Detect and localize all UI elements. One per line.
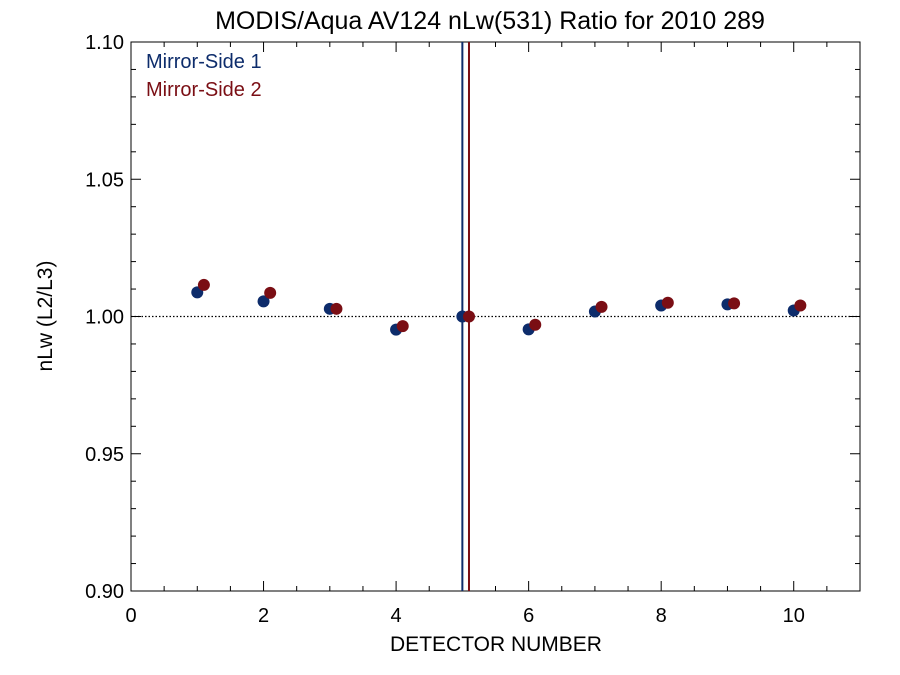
x-tick-label: 6 [523,605,534,627]
y-tick-label: 1.00 [85,307,124,329]
data-point-series-2 [462,310,475,323]
data-point-series-2 [529,318,542,331]
y-tick-label: 1.05 [85,169,124,191]
data-point-series-2 [728,297,741,310]
plot-area: 0 2 4 6 8 10 0.90 0.95 1.00 1.05 1.10 [85,32,861,627]
data-point-series-2 [396,320,409,333]
legend: Mirror-Side 1 Mirror-Side 2 [146,51,262,101]
x-tick-label: 4 [391,605,402,627]
legend-entry-mirror-side-1: Mirror-Side 1 [146,51,262,73]
data-point-series-1 [257,295,270,308]
x-tick-label: 2 [258,605,269,627]
x-tick-label: 0 [125,605,136,627]
data-point-series-2 [794,299,807,312]
y-tick-label: 0.95 [85,444,124,466]
data-point-series-2 [197,278,210,291]
legend-entry-mirror-side-2: Mirror-Side 2 [146,79,262,101]
data-point-series-2 [264,286,277,299]
y-axis-label: nLw (L2/L3) [34,261,57,372]
x-tick-label: 8 [656,605,667,627]
y-tick-label: 1.10 [85,32,124,54]
x-axis-label: DETECTOR NUMBER [390,633,602,656]
x-tick-label: 10 [783,605,805,627]
chart-title: MODIS/Aqua AV124 nLw(531) Ratio for 2010… [215,7,765,35]
y-tick-label: 0.90 [85,581,124,603]
data-point-series-2 [595,300,608,313]
data-point-series-2 [661,296,674,309]
data-point-series-2 [330,302,343,315]
